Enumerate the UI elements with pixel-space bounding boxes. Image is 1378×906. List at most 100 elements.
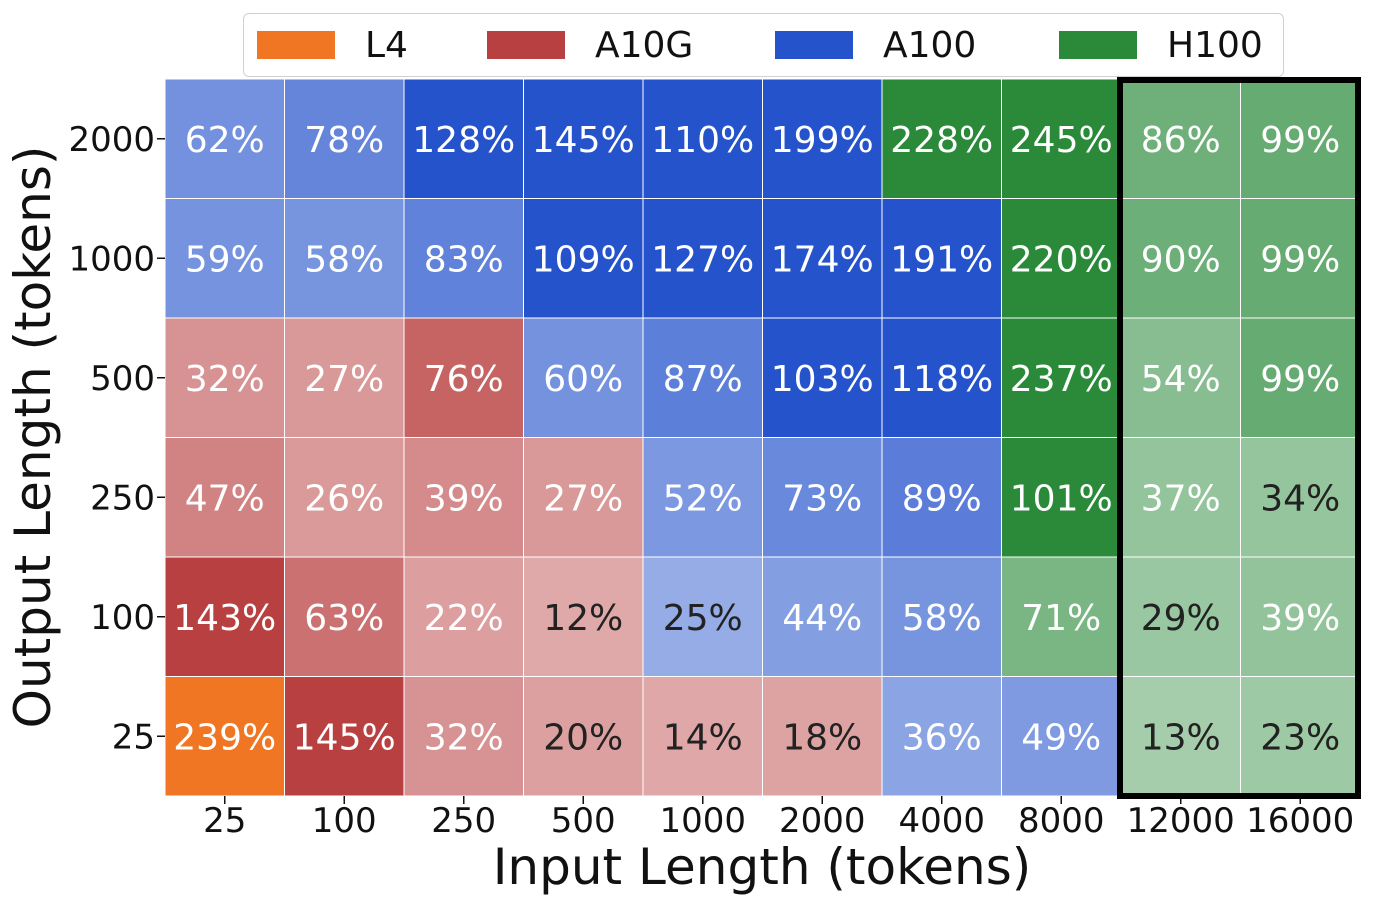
cell-value-label: 99% xyxy=(1260,239,1340,280)
cell-value-label: 228% xyxy=(890,120,993,161)
heatmap-cell xyxy=(762,556,883,677)
y-tick-label: 25 xyxy=(112,717,155,757)
heatmap-cell xyxy=(1120,556,1241,677)
heatmap-cell xyxy=(762,78,883,199)
legend-swatch-h100 xyxy=(1059,31,1137,59)
cell-value-label: 36% xyxy=(902,717,982,758)
heatmap-cell xyxy=(284,556,405,677)
x-tick-label: 500 xyxy=(551,801,616,841)
cell-value-label: 127% xyxy=(651,239,754,280)
heatmap-cell xyxy=(523,198,644,319)
cell-value-label: 63% xyxy=(304,598,384,639)
cell-value-label: 83% xyxy=(424,239,504,280)
heatmap-cell xyxy=(284,676,405,797)
cell-value-label: 110% xyxy=(651,120,754,161)
heatmap-cell xyxy=(1001,317,1122,438)
heatmap-cell xyxy=(642,78,763,199)
cell-value-label: 62% xyxy=(185,120,265,161)
heatmap-cell xyxy=(642,556,763,677)
cell-value-label: 99% xyxy=(1260,120,1340,161)
axes-layer: 2000 1000 500 250 100 25 25 100 250 500 1000 2000 40… xyxy=(68,77,1361,841)
cell-value-label: 54% xyxy=(1141,359,1221,400)
legend-item-a100: A100 xyxy=(775,14,976,76)
heatmap-cell xyxy=(1120,437,1241,558)
cell-value-label: 89% xyxy=(902,478,982,519)
heatmap-cell xyxy=(642,676,763,797)
heatmap-cell xyxy=(881,78,1002,199)
cell-value-label: 22% xyxy=(424,598,504,639)
heatmap-cell xyxy=(881,198,1002,319)
heatmap-cell xyxy=(403,78,524,199)
heatmap-cell xyxy=(523,556,644,677)
x-tick-label: 4000 xyxy=(898,801,985,841)
heatmap-cell xyxy=(284,78,405,199)
heatmap-cell xyxy=(762,198,883,319)
heatmap-cell xyxy=(1001,556,1122,677)
cell-value-label: 25% xyxy=(663,598,743,639)
cell-value-label: 191% xyxy=(890,239,993,280)
heatmap-cell xyxy=(1120,676,1241,797)
legend-label-l4: L4 xyxy=(365,24,408,66)
cell-value-label: 20% xyxy=(543,717,623,758)
cell-value-label: 143% xyxy=(173,598,276,639)
heatmap-cell xyxy=(1120,78,1241,199)
legend-swatch-a100 xyxy=(775,31,853,59)
cell-value-label: 239% xyxy=(173,717,276,758)
legend-swatch-a10g xyxy=(487,31,565,59)
cell-value-label: 76% xyxy=(424,359,504,400)
cell-value-label: 32% xyxy=(424,717,504,758)
cell-value-label: 44% xyxy=(782,598,862,639)
heatmap-cell xyxy=(642,317,763,438)
x-tick-label: 1000 xyxy=(659,801,746,841)
heatmap-cell xyxy=(1001,437,1122,558)
heatmap-cell xyxy=(881,676,1002,797)
y-tick-label: 100 xyxy=(90,598,155,638)
cell-value-label: 145% xyxy=(293,717,396,758)
cell-value-label: 26% xyxy=(304,478,384,519)
heatmap-cell xyxy=(881,556,1002,677)
cell-value-label: 23% xyxy=(1260,717,1340,758)
cell-value-label: 60% xyxy=(543,359,623,400)
x-tick-label: 250 xyxy=(431,801,496,841)
y-tick-label: 1000 xyxy=(68,239,155,279)
cell-value-label: 103% xyxy=(771,359,874,400)
y-axis-title: Output Length (tokens) xyxy=(4,146,62,729)
heatmap-cell xyxy=(284,198,405,319)
cell-value-label: 71% xyxy=(1021,598,1101,639)
heatmap-cell xyxy=(403,556,524,677)
cell-value-label: 128% xyxy=(412,120,515,161)
legend-item-a10g: A10G xyxy=(487,14,693,76)
heatmap-cell xyxy=(403,676,524,797)
cell-value-label: 39% xyxy=(1260,598,1340,639)
legend-label-a10g: A10G xyxy=(595,24,694,66)
heatmap-cell xyxy=(164,78,285,199)
cell-value-label: 14% xyxy=(663,717,743,758)
legend-item-l4: L4 xyxy=(257,14,408,76)
heatmap-cell xyxy=(1001,198,1122,319)
cell-value-label: 27% xyxy=(304,359,384,400)
x-axis-title: Input Length (tokens) xyxy=(493,838,1032,896)
cell-value-label: 34% xyxy=(1260,478,1340,519)
heatmap-cell xyxy=(1240,437,1361,558)
highlight-frame xyxy=(1117,77,1361,799)
cell-value-label: 58% xyxy=(304,239,384,280)
cell-value-label: 237% xyxy=(1010,359,1113,400)
heatmap-cell xyxy=(284,437,405,558)
y-tick-label: 2000 xyxy=(68,120,155,160)
heatmap-cell xyxy=(403,317,524,438)
cell-value-label: 145% xyxy=(532,120,635,161)
cell-value-label: 109% xyxy=(532,239,635,280)
cell-value-label: 90% xyxy=(1141,239,1221,280)
cell-value-label: 49% xyxy=(1021,717,1101,758)
cell-value-label: 245% xyxy=(1010,120,1113,161)
legend-label-h100: H100 xyxy=(1167,24,1263,66)
heatmap-cell xyxy=(642,198,763,319)
heatmap-cell xyxy=(1001,78,1122,199)
heatmap-cell xyxy=(403,198,524,319)
y-tick-label: 500 xyxy=(90,359,155,399)
heatmap-cell xyxy=(762,437,883,558)
cell-value-label: 86% xyxy=(1141,120,1221,161)
x-tick-label: 100 xyxy=(312,801,377,841)
